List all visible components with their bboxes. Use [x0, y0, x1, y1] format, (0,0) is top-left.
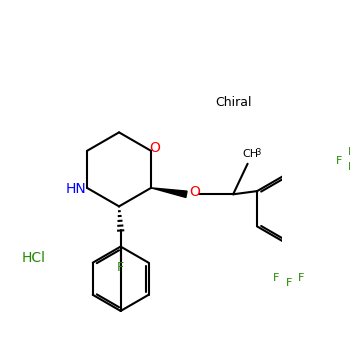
Text: F: F — [298, 273, 304, 283]
Text: HN: HN — [65, 182, 86, 196]
Text: F: F — [273, 273, 280, 283]
Text: CH: CH — [242, 149, 258, 159]
Text: F: F — [348, 147, 350, 158]
Text: F: F — [348, 162, 350, 172]
Text: O: O — [189, 185, 200, 199]
Text: O: O — [150, 141, 161, 155]
Text: Chiral: Chiral — [215, 96, 252, 109]
Text: F: F — [117, 261, 124, 274]
Text: F: F — [286, 278, 293, 288]
Text: F: F — [336, 155, 343, 166]
Text: HCl: HCl — [22, 251, 46, 265]
Polygon shape — [151, 188, 187, 197]
Text: 3: 3 — [256, 148, 261, 157]
